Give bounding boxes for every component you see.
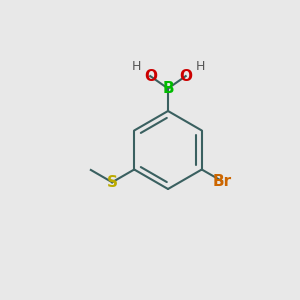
Text: O: O <box>179 69 192 84</box>
Text: B: B <box>162 81 174 96</box>
Text: Br: Br <box>212 174 232 189</box>
Text: H: H <box>195 60 205 73</box>
Text: H: H <box>131 60 141 73</box>
Text: O: O <box>144 69 157 84</box>
Text: S: S <box>106 175 118 190</box>
